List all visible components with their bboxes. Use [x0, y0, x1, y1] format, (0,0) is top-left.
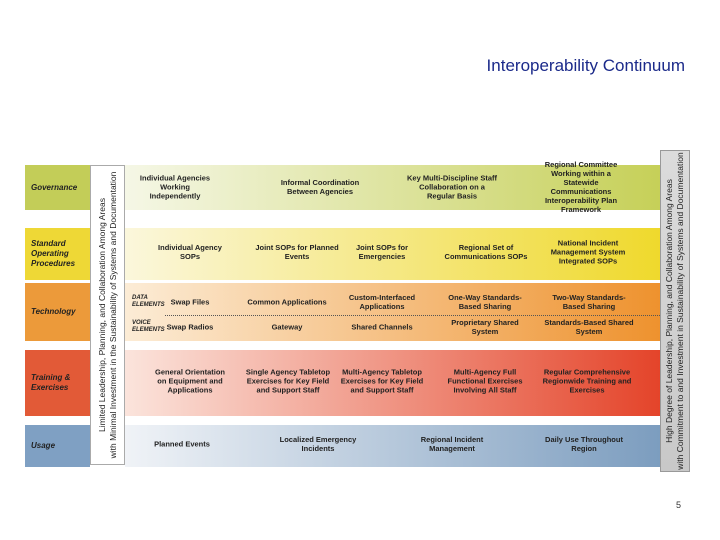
slide-title: Interoperability Continuum [486, 56, 685, 75]
item-text: Standards-Based Shared System [544, 318, 634, 336]
item-text: Joint SOPs for Emergencies [355, 243, 409, 261]
item-text: Swap Radios [166, 322, 214, 332]
item-text: Planned Events [154, 439, 210, 449]
row-label: Governance [25, 165, 90, 210]
row-band [125, 350, 660, 416]
right-axis-label: High Degree of Leadership, Planning, and… [664, 151, 686, 471]
item-text: Regular Comprehensive Regionwide Trainin… [542, 367, 632, 395]
row-band [125, 228, 660, 280]
left-axis-label: Limited Leadership, Planning, and Collab… [97, 165, 119, 465]
row-label: Usage [25, 425, 90, 467]
axis-line: High Degree of Leadership, Planning, and… [664, 179, 674, 443]
axis-line: Limited Leadership, Planning, and Collab… [97, 198, 107, 432]
left-axis-box [90, 165, 125, 465]
item-text: Gateway [271, 322, 303, 332]
item-text: Proprietary Shared System [451, 318, 519, 336]
sublane-label: VOICE ELEMENTS [132, 320, 165, 333]
row-label: Standard Operating Procedures [25, 228, 90, 280]
item-text: Single Agency Tabletop Exercises for Key… [245, 367, 331, 395]
item-text: Localized Emergency Incidents [279, 435, 357, 453]
item-text: Regional Committee Working within a Stat… [544, 160, 618, 214]
item-text: Swap Files [170, 297, 210, 307]
item-text: Individual Agencies Working Independentl… [139, 173, 211, 201]
item-text: Multi-Agency Tabletop Exercises for Key … [340, 367, 424, 395]
item-text: Custom-Interfaced Applications [348, 293, 416, 311]
item-text: Joint SOPs for Planned Events [255, 243, 339, 261]
right-axis-box [660, 150, 690, 472]
page-number: 5 [676, 500, 682, 510]
item-text: One-Way Standards-Based Sharing [448, 293, 522, 311]
axis-line: with Commitment to and Investment in Sus… [675, 152, 685, 470]
item-text: Daily Use Throughout Region [545, 435, 623, 453]
item-text: Informal Coordination Between Agencies [280, 178, 360, 196]
axis-line: with Minimal Investment in the Sustainab… [108, 171, 118, 459]
sublane-label: DATA ELEMENTS [132, 295, 165, 308]
row-band [125, 425, 660, 467]
row-band [125, 283, 660, 341]
item-text: Key Multi-Discipline Staff Collaboration… [406, 173, 497, 201]
lane-divider [165, 315, 660, 316]
row-band [125, 165, 660, 210]
row-label: Technology [25, 283, 90, 341]
item-text: Two-Way Standards-Based Sharing [552, 293, 626, 311]
item-text: General Orientation on Equipment and App… [154, 367, 226, 395]
item-text: Common Applications [247, 297, 327, 307]
item-text: Shared Channels [351, 322, 413, 332]
item-text: National Incident Management System Inte… [550, 238, 626, 266]
item-text: Multi-Agency Full Functional Exercises I… [447, 367, 523, 395]
row-label: Training & Exercises [25, 350, 90, 416]
item-text: Regional Set of Communications SOPs [444, 243, 528, 261]
item-text: Individual Agency SOPs [158, 243, 222, 261]
item-text: Regional Incident Management [420, 435, 484, 453]
